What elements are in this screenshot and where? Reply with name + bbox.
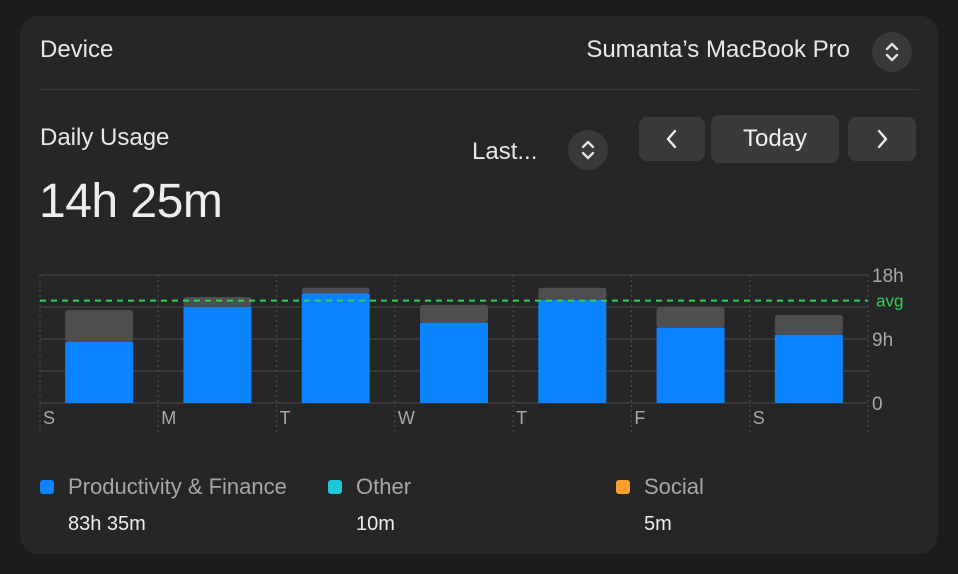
legend-value-other: 10m — [356, 513, 395, 535]
average-line: avg — [40, 292, 903, 311]
chevron-up-down-icon — [885, 42, 899, 62]
daily-usage-label: Daily Usage — [40, 124, 170, 151]
bar-segment — [538, 287, 607, 300]
daily-usage-total: 14h 25m — [39, 175, 223, 228]
bar-segment — [420, 304, 488, 323]
x-tick-label: S — [753, 408, 765, 428]
legend-swatch-productivity — [40, 480, 54, 494]
y-tick-label: 0 — [872, 394, 883, 415]
today-button[interactable]: Today — [711, 115, 839, 163]
legend-value-social: 5m — [644, 513, 672, 535]
legend-swatch-social — [616, 480, 630, 494]
bar-segment — [301, 287, 370, 294]
chevron-left-icon — [666, 129, 677, 149]
y-tick-label: 18h — [872, 266, 904, 287]
bar-segment — [656, 307, 725, 328]
legend-label-productivity: Productivity & Finance — [68, 474, 287, 499]
x-tick-label: F — [634, 408, 645, 428]
x-tick-label: M — [161, 408, 176, 428]
device-name: Sumanta’s MacBook Pro — [586, 36, 850, 63]
range-label: Last... — [472, 138, 538, 165]
legend-label-other: Other — [356, 474, 412, 499]
y-axis-ticks: 18h 9h 0 — [872, 266, 904, 415]
device-selector-button[interactable] — [872, 32, 912, 72]
y-tick-label: 9h — [872, 330, 893, 351]
bar-segment — [774, 314, 843, 335]
x-tick-label: T — [516, 408, 527, 428]
bar-segment — [183, 307, 252, 403]
divider — [40, 89, 918, 90]
device-label: Device — [40, 36, 114, 63]
previous-button[interactable] — [639, 117, 705, 161]
average-label: avg — [876, 292, 903, 311]
bar-segment — [420, 322, 488, 403]
legend-label-social: Social — [644, 474, 704, 499]
usage-chart: avg 18h 9h 0 S M T W T F S — [39, 266, 904, 434]
bar-segment — [65, 341, 134, 403]
bar-segment — [183, 297, 252, 307]
x-tick-label: T — [280, 408, 291, 428]
x-tick-label: W — [398, 408, 415, 428]
bar-segment — [774, 334, 843, 403]
chevron-up-down-icon — [581, 140, 595, 160]
next-button[interactable] — [848, 117, 916, 161]
bar-segment — [656, 327, 725, 403]
screen-time-panel: Device Sumanta’s MacBook Pro Daily Usage… — [20, 16, 938, 554]
chart-bars — [65, 287, 843, 403]
bar-segment — [301, 293, 370, 403]
x-tick-label: S — [43, 408, 55, 428]
legend-value-productivity: 83h 35m — [68, 513, 146, 535]
legend-swatch-other — [328, 480, 342, 494]
chevron-right-icon — [877, 129, 888, 149]
bar-segment — [538, 299, 607, 403]
bar-segment — [65, 309, 134, 342]
range-selector-button[interactable] — [568, 130, 608, 170]
